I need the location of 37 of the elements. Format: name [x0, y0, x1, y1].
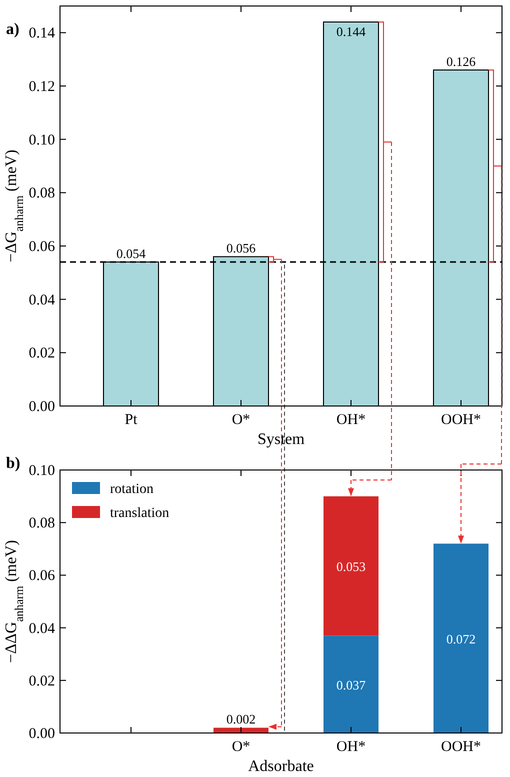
data-label: 0.056 — [226, 240, 256, 256]
x-tick-label: OH* — [336, 412, 366, 428]
chart-title: b) — [6, 455, 20, 472]
data-label: 0.053 — [336, 558, 366, 574]
y-tick-label: 0.06 — [28, 568, 56, 584]
x-axis-title: System — [257, 431, 306, 448]
y-tick-label: 0.10 — [28, 132, 55, 148]
y-tick-label: 0.10 — [28, 463, 55, 479]
y-tick-label: 0.06 — [28, 239, 56, 255]
x-tick-label: O* — [232, 412, 250, 428]
y-tick-label: 0.12 — [28, 79, 55, 95]
y-tick-label: 0.04 — [28, 292, 56, 308]
data-label: 0.002 — [226, 712, 256, 727]
x-tick-label: OOH* — [441, 739, 481, 755]
y-tick-label: 0.02 — [28, 346, 55, 362]
y-tick-label: 0.04 — [28, 620, 56, 637]
legend-label: rotation — [110, 482, 154, 497]
text: a) — [6, 21, 20, 38]
data-label: 0.144 — [336, 24, 366, 39]
bar — [214, 728, 268, 733]
data-label: 0.126 — [446, 54, 476, 69]
data-label: 0.054 — [116, 246, 146, 261]
x-tick-label: O* — [232, 739, 250, 755]
y-tick-label: 0.00 — [28, 399, 55, 415]
data-label: 0.072 — [446, 631, 476, 646]
x-axis-title: Adsorbate — [248, 758, 314, 775]
x-tick-label: OH* — [336, 739, 366, 755]
x-tick-label: Pt — [124, 412, 138, 428]
y-tick-label: 0.14 — [28, 26, 56, 42]
x-tick-label: OOH* — [441, 412, 481, 428]
y-tick-label: 0.02 — [28, 673, 55, 690]
bar — [324, 636, 378, 733]
data-label: 0.037 — [336, 677, 366, 692]
legend-label: translation — [110, 506, 170, 521]
y-tick-label: 0.08 — [28, 186, 55, 202]
y-tick-label: 0.00 — [28, 726, 55, 742]
y-tick-label: 0.08 — [28, 516, 55, 532]
